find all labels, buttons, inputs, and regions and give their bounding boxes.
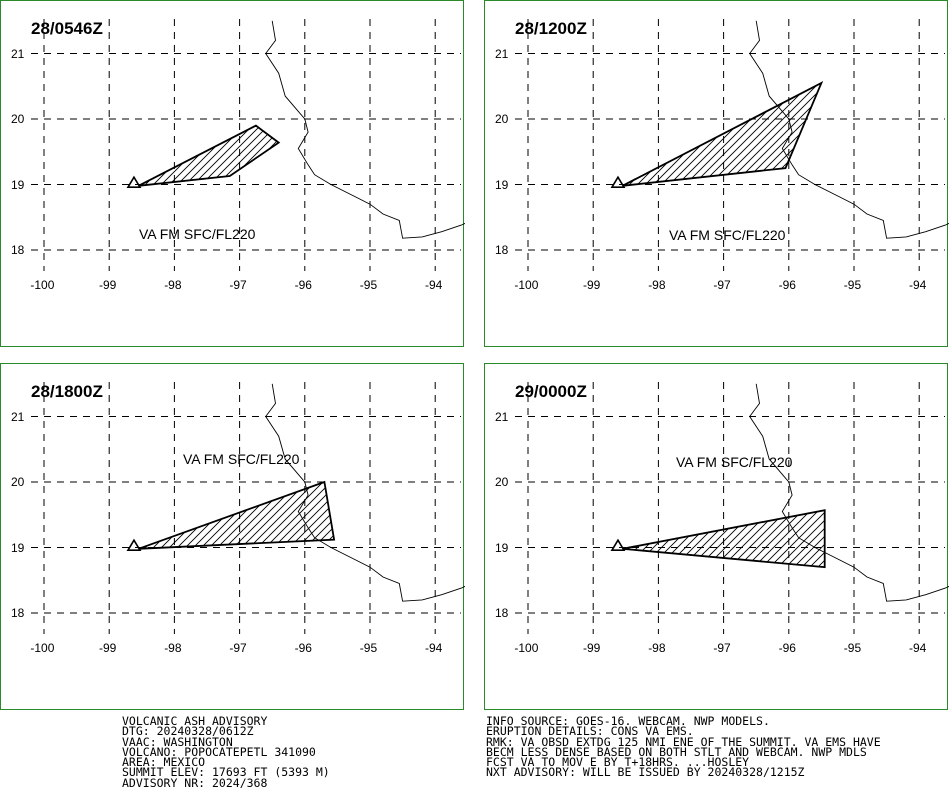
latitude-tick-label: 21 <box>11 409 25 424</box>
advisory-line: BECM LESS DENSE BASED ON BOTH STLT AND W… <box>486 744 867 759</box>
longitude-tick-label: -100 <box>30 278 55 292</box>
longitude-tick-label: -95 <box>843 278 862 292</box>
volcano-icon <box>610 175 626 188</box>
latitude-tick-label: 19 <box>495 177 509 192</box>
latitude-tick-label: 21 <box>495 409 509 424</box>
latitude-tick-label: 19 <box>11 540 25 555</box>
advisory-line: VAAC: WASHINGTON <box>122 734 233 749</box>
longitude-tick-label: -99 <box>583 278 601 292</box>
longitude-tick-label: -96 <box>778 278 796 292</box>
advisory-line: NXT ADVISORY: WILL BE ISSUED BY 20240328… <box>486 765 805 780</box>
ash-polygon <box>622 81 824 187</box>
longitude-tick-label: -100 <box>514 641 539 655</box>
longitude-tick-label: -98 <box>648 278 666 292</box>
latitude-tick-label: 18 <box>11 606 25 620</box>
map-canvas <box>31 382 465 634</box>
longitude-tick-label: -94 <box>909 278 927 292</box>
advisory-line: AREA: MEXICO <box>122 755 206 770</box>
latitude-tick-label: 20 <box>495 475 509 489</box>
longitude-tick-label: -96 <box>294 278 312 292</box>
longitude-tick-label: -94 <box>425 641 443 655</box>
advisory-line: ADVISORY NR: 2024/368 <box>122 775 268 790</box>
map-panel-3: 28/1800Z VA FM SFC/FL220 -100 -99 -98 -97 -9… <box>0 363 465 710</box>
longitude-tick-label: -97 <box>229 278 247 292</box>
latitude-tick-label: 20 <box>495 112 509 126</box>
longitude-tick-label: -96 <box>778 641 796 655</box>
map-panel-1: 28/0546Z VA FM SFC/FL220 -100 -99 -98 -97 -9… <box>0 0 465 347</box>
va-label: VA FM SFC/FL220 <box>139 226 256 242</box>
map-canvas <box>515 382 949 634</box>
advisory-remarks: INFO SOURCE: GOES-16. WEBCAM. NWP MODELS… <box>486 714 881 780</box>
longitude-tick-label: -97 <box>713 278 731 292</box>
latitude-tick-label: 18 <box>495 243 509 257</box>
latitude-tick-label: 19 <box>11 177 25 192</box>
longitude-tick-label: -98 <box>164 278 182 292</box>
latitude-tick-label: 18 <box>495 606 509 620</box>
volcano-icon <box>126 538 142 551</box>
advisory-line: VOLCANO: POPOCATEPETL 341090 <box>122 744 316 759</box>
longitude-tick-label: -99 <box>583 641 601 655</box>
coastline <box>265 383 465 602</box>
advisory-line: INFO SOURCE: GOES-16. WEBCAM. NWP MODELS… <box>486 714 770 728</box>
ash-polygon <box>138 480 336 550</box>
latitude-tick-label: 19 <box>495 540 509 555</box>
va-label: VA FM SFC/FL220 <box>676 454 793 470</box>
map-canvas <box>515 19 949 271</box>
volcano-icon <box>126 175 142 188</box>
panel-title: 28/0546Z <box>31 19 103 38</box>
va-label: VA FM SFC/FL220 <box>669 227 786 243</box>
longitude-tick-label: -100 <box>30 641 55 655</box>
longitude-tick-label: -95 <box>843 641 862 655</box>
latitude-tick-label: 18 <box>11 243 25 257</box>
latitude-tick-label: 20 <box>11 475 25 489</box>
longitude-tick-label: -100 <box>514 278 539 292</box>
advisory-line: ERUPTION DETAILS: CONS VA EMS. <box>486 724 694 739</box>
longitude-tick-label: -94 <box>425 278 443 292</box>
advisory-line: DTG: 20240328/0612Z <box>122 724 254 739</box>
coastline <box>749 20 949 239</box>
panel-title: 28/1200Z <box>515 19 587 38</box>
latitude-tick-label: 21 <box>495 46 509 61</box>
longitude-tick-label: -94 <box>909 641 927 655</box>
advisory-header: VOLCANIC ASH ADVISORY DTG: 20240328/0612Z… <box>122 714 330 790</box>
volcano-icon <box>610 538 626 551</box>
longitude-tick-label: -97 <box>229 641 247 655</box>
advisory-line: SUMMIT ELEV: 17693 FT (5393 M) <box>122 765 330 780</box>
longitude-tick-label: -99 <box>99 278 117 292</box>
latitude-tick-label: 21 <box>11 46 25 61</box>
map-panel-2: 28/1200Z VA FM SFC/FL220 -100 -99 -98 -97 -9… <box>484 0 949 347</box>
panel-title: 28/1800Z <box>31 382 103 401</box>
advisory-line: FCST VA TO MOV E BY T+18HRS. ...HOSLEY <box>486 755 750 770</box>
advisory-line: VOLCANIC ASH ADVISORY <box>122 714 268 728</box>
panel-title: 29/0000Z <box>515 382 587 401</box>
longitude-tick-label: -98 <box>648 641 666 655</box>
longitude-tick-label: -97 <box>713 641 731 655</box>
longitude-tick-label: -95 <box>359 641 378 655</box>
coastline <box>265 20 465 239</box>
longitude-tick-label: -95 <box>359 278 378 292</box>
advisory-line: RMK: VA OBSD EXTDG 125 NMI ENE OF THE SU… <box>486 734 881 749</box>
longitude-tick-label: -98 <box>164 641 182 655</box>
va-label: VA FM SFC/FL220 <box>183 451 300 467</box>
ash-polygon <box>622 509 826 569</box>
ash-polygon <box>138 124 281 187</box>
map-panel-4: 29/0000Z VA FM SFC/FL220 -100 -99 -98 -97 -9… <box>484 363 949 710</box>
longitude-tick-label: -99 <box>99 641 117 655</box>
longitude-tick-label: -96 <box>294 641 312 655</box>
latitude-tick-label: 20 <box>11 112 25 126</box>
map-canvas <box>31 19 465 271</box>
